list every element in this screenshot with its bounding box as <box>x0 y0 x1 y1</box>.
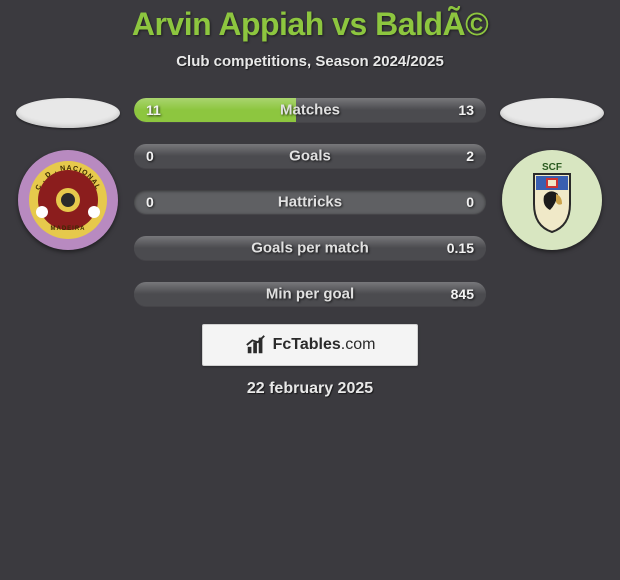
stat-value-right: 0.15 <box>447 240 474 256</box>
player-silhouette-left <box>16 98 120 128</box>
stat-label: Hattricks <box>278 194 342 211</box>
nacional-crest-icon: C . D . NACIONAL MADEIRA <box>18 150 118 250</box>
stat-row: Goals per match 0.15 <box>134 236 486 260</box>
stat-value-right: 13 <box>458 102 474 118</box>
left-player-column: C . D . NACIONAL MADEIRA <box>8 98 128 250</box>
stat-value-left: 11 <box>146 102 161 118</box>
stat-row: Min per goal 845 <box>134 282 486 306</box>
stat-bars: Matches 11 13 Goals 0 2 Hattricks 0 0 Goals per m… <box>128 98 492 306</box>
stat-row: Goals 0 2 <box>134 144 486 168</box>
stat-row: Hattricks 0 0 <box>134 190 486 214</box>
branding-box[interactable]: FcTables.com <box>202 324 418 366</box>
stat-value-right: 0 <box>466 194 474 210</box>
snapshot-date: 22 february 2025 <box>0 380 620 398</box>
stat-value-left: 0 <box>146 148 154 164</box>
stat-label: Min per goal <box>266 286 354 303</box>
stat-value-right: 845 <box>451 286 474 302</box>
stat-label: Matches <box>280 102 340 119</box>
scf-crest-icon: SCF <box>502 150 602 250</box>
stat-label: Goals <box>289 148 331 165</box>
right-player-column: SCF <box>492 98 612 250</box>
stat-label: Goals per match <box>251 240 369 257</box>
club-crest-right: SCF <box>502 150 602 250</box>
stat-value-right: 2 <box>466 148 474 164</box>
player-silhouette-right <box>500 98 604 128</box>
svg-text:SCF: SCF <box>542 162 562 173</box>
subtitle: Club competitions, Season 2024/2025 <box>0 53 620 70</box>
bar-chart-icon <box>245 334 267 356</box>
club-crest-left: C . D . NACIONAL MADEIRA <box>18 150 118 250</box>
svg-text:MADEIRA: MADEIRA <box>51 226 86 232</box>
comparison-body: C . D . NACIONAL MADEIRA Matches 11 13 Goal… <box>0 98 620 306</box>
stat-row: Matches 11 13 <box>134 98 486 122</box>
stat-value-left: 0 <box>146 194 154 210</box>
branding-label: FcTables.com <box>273 336 376 354</box>
page-title: Arvin Appiah vs BaldÃ© <box>0 0 620 43</box>
